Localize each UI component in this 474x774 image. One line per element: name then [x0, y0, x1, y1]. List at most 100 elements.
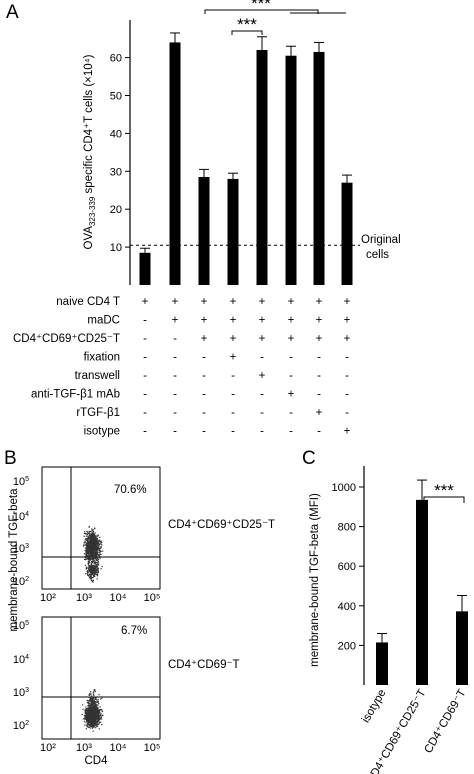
flow-event-dot [91, 529, 93, 532]
flow-event-dot [93, 540, 95, 542]
flow-event-dot [87, 711, 89, 713]
flow-event-dot [92, 555, 94, 557]
flow-event-dot [101, 541, 103, 543]
flow-event-dot [89, 692, 91, 694]
flow-event-dot [94, 546, 96, 548]
condition-mark: - [289, 370, 293, 382]
flow-event-dot [88, 705, 90, 707]
flow-event-dot [93, 701, 95, 703]
flow-event-dot [98, 712, 100, 714]
panel-c-ytick-label: 1000 [332, 482, 356, 494]
flow-event-dot [94, 702, 96, 704]
flow-event-dot [95, 552, 97, 554]
flow-event-dot [91, 566, 93, 568]
flow-event-dot [95, 705, 98, 707]
flow-event-dot [97, 701, 99, 703]
flow-event-dot [91, 542, 93, 545]
flow-event-dot [86, 724, 88, 726]
flow-event-dot [92, 572, 94, 574]
condition-mark: - [202, 426, 206, 438]
flow-event-dot [95, 552, 97, 554]
flow-event-dot [94, 561, 96, 563]
flow-event-dot [93, 561, 95, 563]
condition-mark: + [288, 333, 295, 345]
flow-event-dot [90, 691, 92, 693]
panel-a-bars [139, 32, 353, 285]
condition-mark: + [316, 333, 323, 345]
condition-mark: + [344, 426, 351, 438]
flow-plot-2-ytick-3: 103 [13, 687, 29, 699]
condition-mark: - [202, 352, 206, 364]
panel-c-ytick-label: 400 [338, 601, 356, 613]
flow-event-dot [94, 548, 96, 550]
flow-event-dot [94, 544, 96, 546]
flow-event-dot [95, 561, 98, 563]
flow-event-dot [95, 563, 98, 566]
flow-event-dot [91, 571, 93, 573]
flow-event-dot [95, 707, 97, 709]
flow-event-dot [94, 717, 96, 719]
flow-event-dot [89, 559, 91, 561]
flow-event-dot [94, 721, 96, 723]
flow-event-dot [91, 545, 94, 547]
flow-event-dot [95, 724, 97, 726]
flow-event-dot [94, 575, 96, 577]
flow-event-dot [91, 719, 93, 721]
flow-event-dot [92, 534, 94, 536]
flow-event-dot [100, 541, 102, 543]
flow-event-dot [85, 709, 87, 711]
flow-event-dot [90, 569, 92, 571]
flow-event-dot [84, 541, 86, 543]
flow-event-dot [97, 563, 99, 565]
flow-event-dot [86, 696, 88, 698]
flow-event-dot [88, 700, 90, 702]
flow-event-dot [95, 718, 97, 720]
flow-event-dot [97, 707, 99, 709]
flow-event-dot [87, 554, 89, 557]
condition-label: CD4⁺CD69⁺CD25⁻T [13, 333, 120, 345]
flow-event-dot [101, 710, 104, 713]
flow-event-dot [90, 573, 92, 575]
flow-event-dot [95, 566, 97, 569]
flow-event-dot [87, 567, 89, 569]
flow-event-dot [90, 705, 93, 707]
flow-event-dot [97, 710, 99, 712]
flow-event-dot [99, 721, 101, 724]
flow-event-dot [88, 537, 90, 539]
flow-event-dot [90, 704, 92, 706]
flow-plot-1-ytick-4: 104 [13, 511, 29, 523]
flow-event-dot [93, 700, 95, 702]
panel-a-bar [227, 178, 239, 285]
flow-event-dot [97, 720, 99, 722]
panel-a-ytick-label: 30 [110, 166, 122, 178]
flow-plot-2-ytick-2: 102 [13, 720, 29, 732]
flow-event-dot [87, 702, 89, 704]
flow-event-dot [84, 712, 86, 714]
flow-plot-1-xtick-3: 10³ [76, 592, 92, 604]
flow-percent-2: 6.7% [121, 625, 147, 637]
flow-event-dot [83, 715, 85, 717]
flow-event-dot [86, 556, 88, 558]
flow-event-dot [88, 561, 90, 563]
flow-event-dot [92, 581, 94, 583]
flow-event-dot [87, 536, 89, 538]
flow-event-dot [92, 571, 94, 573]
flow-event-dot [92, 703, 94, 705]
condition-mark: - [260, 389, 264, 401]
flow-event-dot [88, 721, 90, 724]
condition-mark: - [202, 389, 206, 401]
flow-event-dot [86, 555, 88, 557]
condition-mark: - [289, 407, 293, 419]
reference-label-line1: Original [361, 234, 401, 246]
flow-event-dot [88, 569, 90, 571]
flow-event-dot [96, 712, 98, 714]
flow-event-dot [93, 689, 95, 691]
flow-event-dot [99, 553, 101, 555]
flow-event-dot [86, 566, 88, 568]
flow-event-dot [93, 713, 95, 715]
flow-event-dot [96, 548, 98, 550]
flow-event-dot [88, 537, 90, 539]
flow-event-dot [95, 717, 97, 719]
condition-mark: - [143, 333, 147, 345]
flow-event-dot [98, 728, 100, 730]
